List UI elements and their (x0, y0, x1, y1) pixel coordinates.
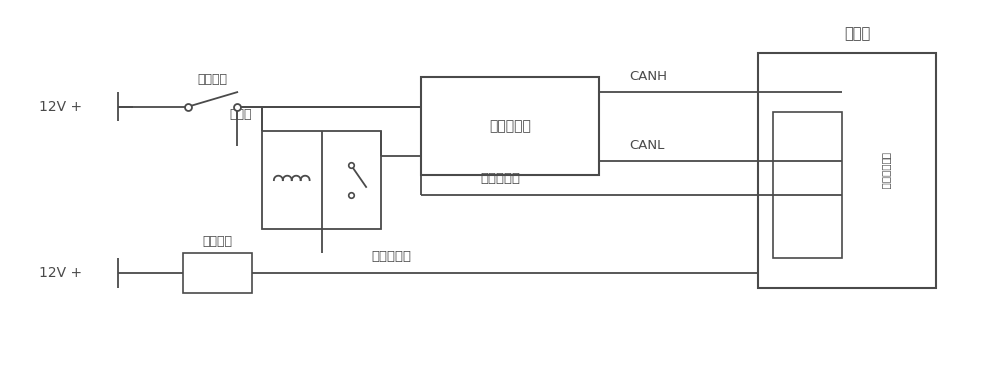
Text: 电池管理系统: 电池管理系统 (882, 152, 892, 189)
Bar (421, 77, 599, 175)
Text: 12V +: 12V + (39, 266, 82, 280)
Text: 接触器: 接触器 (230, 108, 252, 121)
Bar (773, 112, 842, 258)
Text: 电池组总正: 电池组总正 (371, 250, 411, 263)
Bar (758, 53, 936, 287)
Text: CANL: CANL (629, 139, 664, 152)
Text: 钥匙开关: 钥匙开关 (197, 73, 227, 86)
Text: 电机控制器: 电机控制器 (489, 120, 531, 133)
Text: 12V +: 12V + (39, 100, 82, 114)
Text: CANH: CANH (629, 70, 667, 83)
Text: 预充电路: 预充电路 (202, 235, 232, 248)
Text: 电池组: 电池组 (844, 26, 870, 41)
Bar (262, 131, 381, 229)
Bar (183, 253, 252, 293)
Text: 电池组总负: 电池组总负 (480, 172, 520, 185)
